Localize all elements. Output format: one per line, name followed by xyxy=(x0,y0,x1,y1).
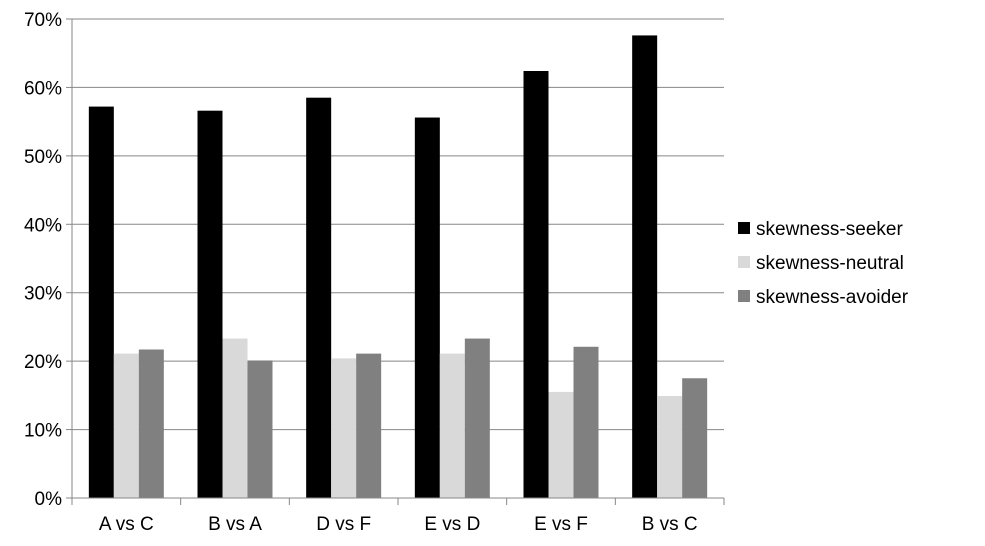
y-tick-label: 0% xyxy=(35,489,63,510)
bar-skewness-avoider-5 xyxy=(682,378,708,498)
x-axis-tick-labels: A vs C B vs A D vs F E vs D E vs F B vs C xyxy=(99,514,698,535)
bar-skewness-seeker-5 xyxy=(632,35,658,499)
bar-skewness-avoider-1 xyxy=(247,360,273,498)
bar-skewness-seeker-0 xyxy=(88,106,114,499)
y-tick-label: 30% xyxy=(24,284,62,305)
bar-skewness-avoider-3 xyxy=(464,338,490,498)
axes xyxy=(66,18,725,505)
bar-skewness-neutral-2 xyxy=(331,358,357,498)
legend-label-skewness-avoider: skewness-avoider xyxy=(756,287,909,308)
y-tick-label: 60% xyxy=(24,78,62,99)
legend: skewness-seeker skewness-neutral skewness-… xyxy=(738,219,909,308)
gridlines xyxy=(72,18,724,431)
bar-skewness-avoider-2 xyxy=(356,353,382,498)
bar-skewness-neutral-0 xyxy=(113,353,139,498)
x-tick-label: A vs C xyxy=(99,514,154,535)
bar-skewness-seeker-2 xyxy=(306,97,332,498)
bar-skewness-avoider-0 xyxy=(138,349,164,498)
x-tick-label: B vs C xyxy=(642,514,698,535)
bar-skewness-neutral-5 xyxy=(657,396,683,498)
y-tick-label: 40% xyxy=(24,215,62,236)
bars xyxy=(88,35,708,499)
y-axis-tick-labels: 0% 10% 20% 30% 40% 50% 60% 70% xyxy=(24,10,62,510)
bar-skewness-seeker-1 xyxy=(197,110,223,499)
bar-skewness-seeker-4 xyxy=(523,71,549,499)
legend-label-skewness-neutral: skewness-neutral xyxy=(756,253,904,274)
y-tick-label: 20% xyxy=(24,352,62,373)
bar-skewness-neutral-3 xyxy=(439,353,465,498)
legend-swatch-skewness-avoider xyxy=(738,290,750,302)
bar-skewness-neutral-1 xyxy=(222,338,248,498)
x-tick-label: E vs D xyxy=(424,514,480,535)
bar-skewness-avoider-4 xyxy=(573,346,599,498)
bar-skewness-seeker-3 xyxy=(414,117,440,498)
legend-label-skewness-seeker: skewness-seeker xyxy=(756,219,903,240)
x-tick-label: D vs F xyxy=(316,514,371,535)
x-tick-label: B vs A xyxy=(208,514,262,535)
bar-skewness-neutral-4 xyxy=(548,391,574,498)
y-tick-label: 50% xyxy=(24,147,62,168)
x-tick-label: E vs F xyxy=(534,514,588,535)
legend-swatch-skewness-seeker xyxy=(738,222,750,234)
y-tick-label: 70% xyxy=(24,10,62,31)
legend-swatch-skewness-neutral xyxy=(738,256,750,268)
y-tick-label: 10% xyxy=(24,421,62,442)
